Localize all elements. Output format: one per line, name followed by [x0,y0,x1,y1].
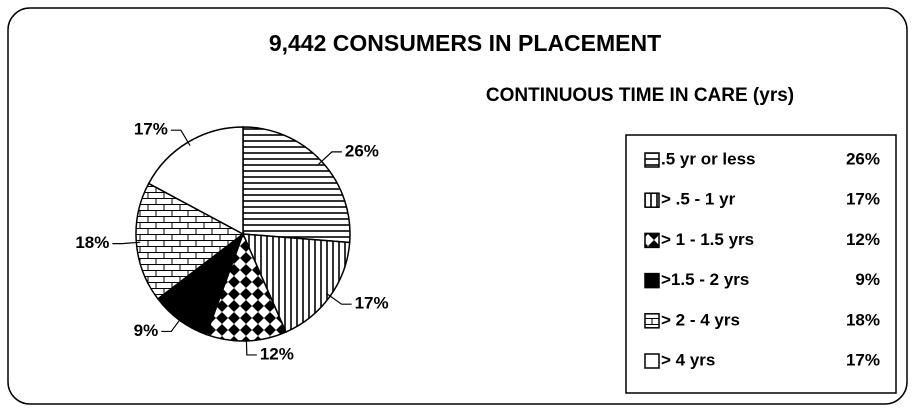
data-label: 26% [345,141,379,160]
data-label: 17% [134,120,168,139]
leader-line [318,151,342,165]
legend-swatch [644,272,660,289]
legend-value: 9% [855,270,880,289]
legend-swatch [644,313,660,329]
chart-subtitle: CONTINUOUS TIME IN CARE (yrs) [486,85,794,106]
legend-label: > 4 yrs [661,350,715,369]
legend-value: 26% [846,149,880,168]
legend-value: 17% [846,190,880,209]
legend-value: 12% [846,230,880,249]
legend-swatch [644,353,660,369]
legend-label: > 1 - 1.5 yrs [661,230,754,249]
leader-line [170,129,191,146]
data-label: 9% [134,321,159,340]
leader-line [112,241,141,245]
data-label: 18% [75,233,109,252]
legend-swatch [644,232,660,249]
legend-swatch [644,192,660,208]
leader-line [326,293,352,305]
legend-box [625,134,897,394]
leader-line [245,336,257,356]
data-label: 17% [355,294,389,313]
leader-line [161,316,183,333]
data-label: 12% [260,344,294,363]
legend-label: > 2 - 4 yrs [661,310,740,329]
legend-value: 17% [846,350,880,369]
legend-value: 18% [846,310,880,329]
legend-label: > .5 - 1 yr [661,190,736,209]
legend-swatch [644,152,660,168]
legend-label: .5 yr or less [661,149,756,168]
legend-label: >1.5 - 2 yrs [661,270,749,289]
chart-title: 9,442 CONSUMERS IN PLACEMENT [269,30,661,56]
